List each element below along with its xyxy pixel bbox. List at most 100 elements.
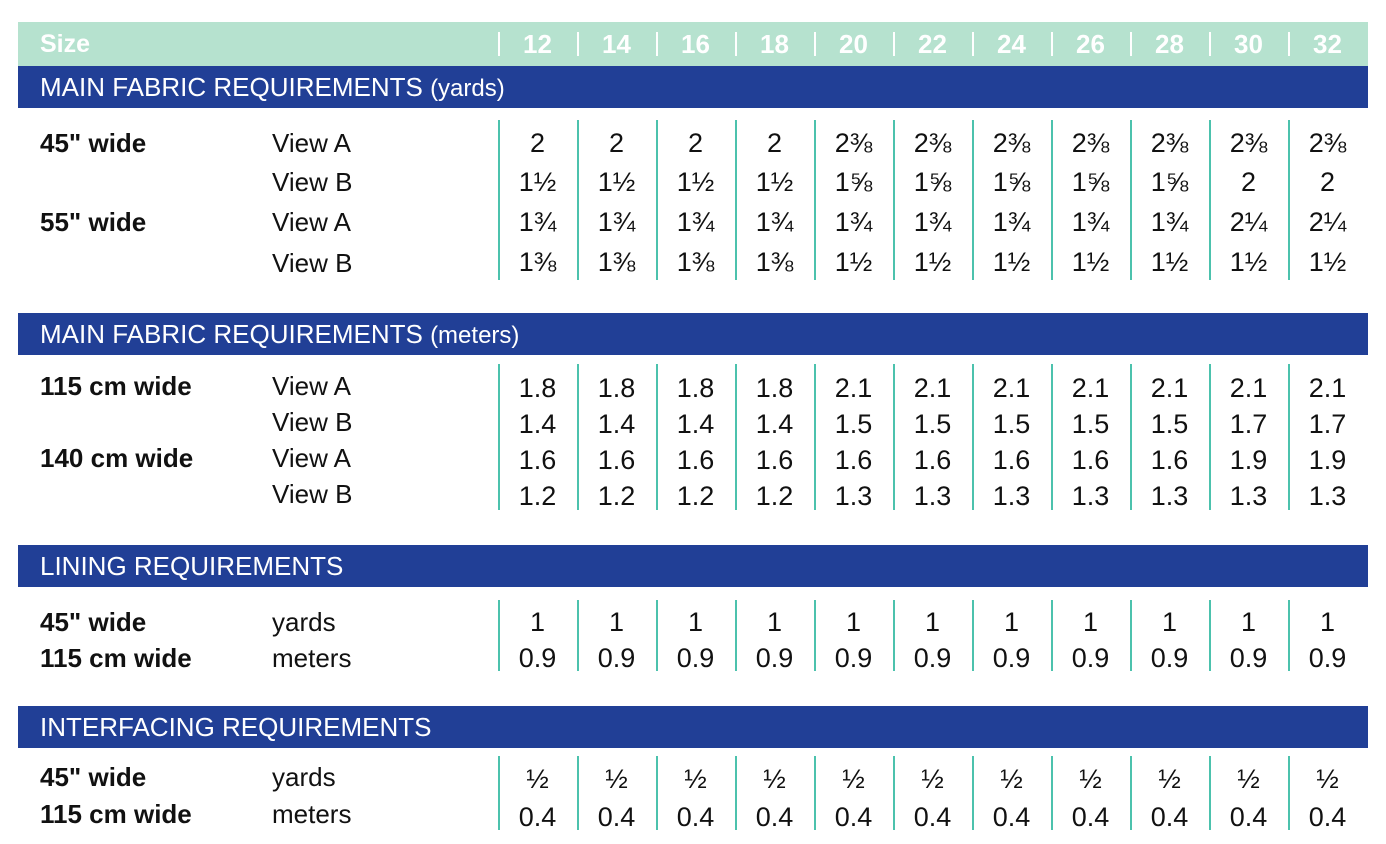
- requirement-cell: 1: [687, 607, 704, 637]
- requirement-cell: 1⅜: [518, 247, 557, 277]
- requirement-cell: 0.4: [518, 802, 557, 832]
- size-12: 12: [523, 29, 552, 59]
- requirement-cell: 1.5: [1071, 409, 1110, 439]
- row-view-label: yards: [272, 762, 336, 792]
- requirement-cell: 1.9: [1229, 445, 1268, 475]
- requirement-cell: 2: [687, 128, 704, 158]
- requirement-cell: 1.4: [676, 409, 715, 439]
- requirement-cell: 1.3: [1071, 481, 1110, 511]
- size-separator: [814, 32, 816, 56]
- requirement-cell: 1.5: [1150, 409, 1189, 439]
- column-divider: [1051, 756, 1053, 830]
- requirement-cell: 2¼: [1229, 207, 1268, 237]
- requirement-cell: 1.8: [676, 373, 715, 403]
- fabric-width-label: 115 cm wide: [40, 643, 192, 673]
- requirement-cell: 1.3: [834, 481, 873, 511]
- requirement-cell: 1.6: [755, 445, 794, 475]
- requirement-cell: 1.7: [1308, 409, 1347, 439]
- requirement-cell: 1: [608, 607, 625, 637]
- size-separator: [577, 32, 579, 56]
- column-divider: [577, 756, 579, 830]
- requirement-cell: 2.1: [834, 373, 873, 403]
- size-28: 28: [1155, 29, 1184, 59]
- size-20: 20: [839, 29, 868, 59]
- column-divider: [1288, 756, 1290, 830]
- requirement-cell: ½: [1079, 764, 1102, 794]
- requirement-cell: ½: [763, 764, 786, 794]
- requirement-cell: 1.6: [1071, 445, 1110, 475]
- requirement-cell: 0.4: [992, 802, 1031, 832]
- requirement-cell: 1½: [834, 247, 873, 277]
- requirement-cell: 1: [1082, 607, 1099, 637]
- row-view-label: View B: [272, 407, 353, 437]
- requirement-cell: 1.6: [1150, 445, 1189, 475]
- requirement-cell: 1.8: [755, 373, 794, 403]
- requirement-cell: 1.3: [992, 481, 1031, 511]
- requirement-cell: 0.4: [1229, 802, 1268, 832]
- fabric-width-label: 55" wide: [40, 207, 147, 237]
- size-separator: [498, 32, 500, 56]
- requirement-cell: 2.1: [1071, 373, 1110, 403]
- size-separator: [1288, 32, 1290, 56]
- requirement-cell: ½: [684, 764, 707, 794]
- row-view-label: yards: [272, 607, 336, 637]
- requirement-cell: 1.2: [755, 481, 794, 511]
- requirement-cell: 1⅝: [992, 167, 1031, 197]
- size-separator: [735, 32, 737, 56]
- requirement-cell: 0.9: [1071, 643, 1110, 673]
- requirement-cell: 2⅜: [1308, 128, 1347, 158]
- fabric-width-label: 45" wide: [40, 607, 147, 637]
- size-26: 26: [1076, 29, 1105, 59]
- size-32: 32: [1313, 29, 1342, 59]
- requirement-cell: 2: [1240, 167, 1257, 197]
- requirement-cell: 1¾: [597, 207, 636, 237]
- section-title: INTERFACING REQUIREMENTS: [40, 706, 431, 748]
- column-divider: [498, 120, 500, 280]
- column-divider: [735, 120, 737, 280]
- requirement-cell: 1.4: [597, 409, 636, 439]
- column-divider: [1209, 364, 1211, 510]
- size-30: 30: [1234, 29, 1263, 59]
- requirement-cell: 1½: [755, 167, 794, 197]
- column-divider: [1051, 120, 1053, 280]
- requirement-cell: 1¾: [1071, 207, 1110, 237]
- requirement-cell: 1.3: [1229, 481, 1268, 511]
- requirement-cell: 1⅝: [1150, 167, 1189, 197]
- column-divider: [972, 600, 974, 671]
- requirement-cell: 2: [1319, 167, 1336, 197]
- column-divider: [735, 756, 737, 830]
- requirement-cell: 1.6: [992, 445, 1031, 475]
- requirement-cell: 1.2: [676, 481, 715, 511]
- requirement-cell: 1: [845, 607, 862, 637]
- size-18: 18: [760, 29, 789, 59]
- column-divider: [972, 756, 974, 830]
- requirement-cell: 1: [766, 607, 783, 637]
- column-divider: [893, 600, 895, 671]
- requirement-cell: 1⅜: [755, 247, 794, 277]
- requirement-cell: 1.6: [834, 445, 873, 475]
- requirement-cell: 0.4: [834, 802, 873, 832]
- requirement-cell: 2⅜: [913, 128, 952, 158]
- requirement-cell: 2⅜: [1071, 128, 1110, 158]
- column-divider: [1130, 120, 1132, 280]
- size-separator: [972, 32, 974, 56]
- requirement-cell: 1¾: [1150, 207, 1189, 237]
- requirement-cell: 1.2: [518, 481, 557, 511]
- column-divider: [1288, 120, 1290, 280]
- requirement-cell: 2.1: [992, 373, 1031, 403]
- requirement-cell: 1.3: [1150, 481, 1189, 511]
- size-separator: [1209, 32, 1211, 56]
- requirement-cell: 0.9: [1308, 643, 1347, 673]
- requirement-cell: ½: [1158, 764, 1181, 794]
- column-divider: [1130, 600, 1132, 671]
- section-header: LINING REQUIREMENTS: [18, 545, 1368, 587]
- column-divider: [656, 364, 658, 510]
- section-header: MAIN FABRIC REQUIREMENTS (yards): [18, 66, 1368, 108]
- requirement-cell: 1.8: [597, 373, 636, 403]
- row-view-label: View A: [272, 207, 352, 237]
- requirement-cell: 1¾: [518, 207, 557, 237]
- requirement-cell: ½: [842, 764, 865, 794]
- column-divider: [1209, 600, 1211, 671]
- requirement-cell: 1½: [1229, 247, 1268, 277]
- requirement-cell: 1⅜: [676, 247, 715, 277]
